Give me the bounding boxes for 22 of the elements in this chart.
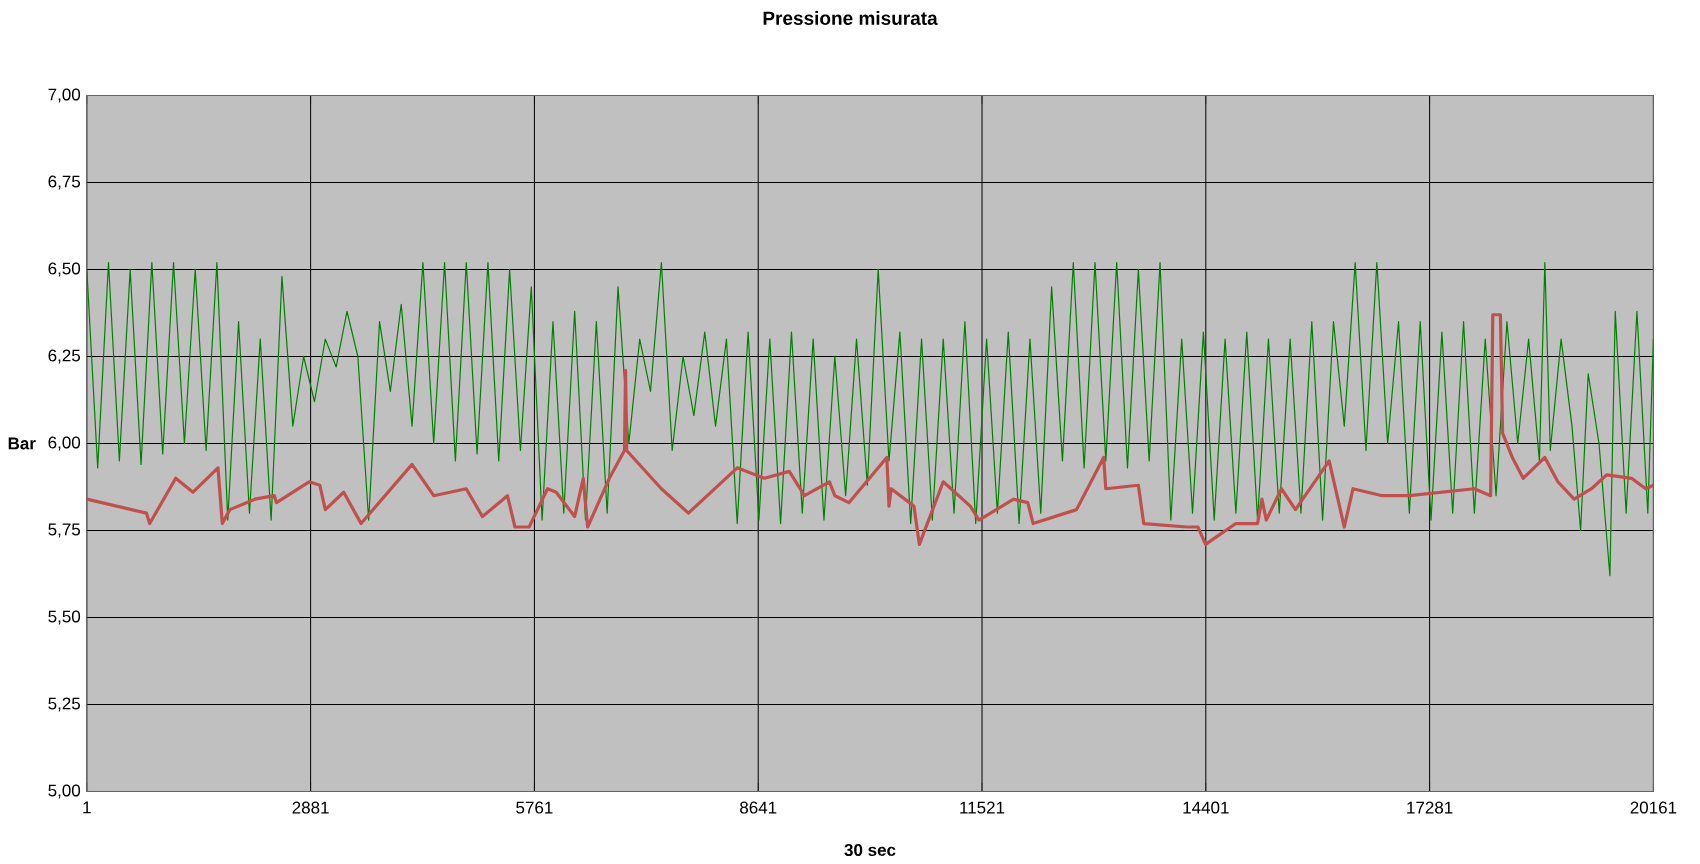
y-axis-title: Bar bbox=[8, 437, 36, 450]
x-tick-label: 17281 bbox=[1407, 801, 1453, 814]
x-axis-title: 30 sec bbox=[844, 843, 896, 857]
x-tick-label: 20161 bbox=[1630, 801, 1677, 814]
y-tick-label: 6,50 bbox=[48, 262, 81, 277]
y-tick-label: 5,25 bbox=[48, 697, 81, 712]
y-tick-label: 5,50 bbox=[48, 610, 81, 625]
x-tick-label: 11521 bbox=[960, 801, 1005, 814]
y-tick-label: 6,75 bbox=[48, 175, 81, 190]
chart-title: Pressione misurata bbox=[763, 11, 938, 25]
line-series bbox=[86, 261, 1654, 577]
y-tick-label: 5,75 bbox=[48, 523, 81, 538]
x-tick-label: 2881 bbox=[292, 801, 329, 814]
x-tick-label: 8641 bbox=[740, 801, 777, 814]
y-tick-label: 6,00 bbox=[48, 436, 81, 451]
x-tick-label: 1 bbox=[83, 801, 91, 814]
y-tick-label: 5,00 bbox=[48, 784, 81, 799]
x-tick-label: 14401 bbox=[1183, 801, 1229, 814]
y-tick-label: 7,00 bbox=[48, 88, 81, 103]
x-tick-label: 5761 bbox=[516, 801, 553, 814]
y-tick-label: 6,25 bbox=[48, 349, 81, 364]
line-series bbox=[86, 313, 1654, 547]
